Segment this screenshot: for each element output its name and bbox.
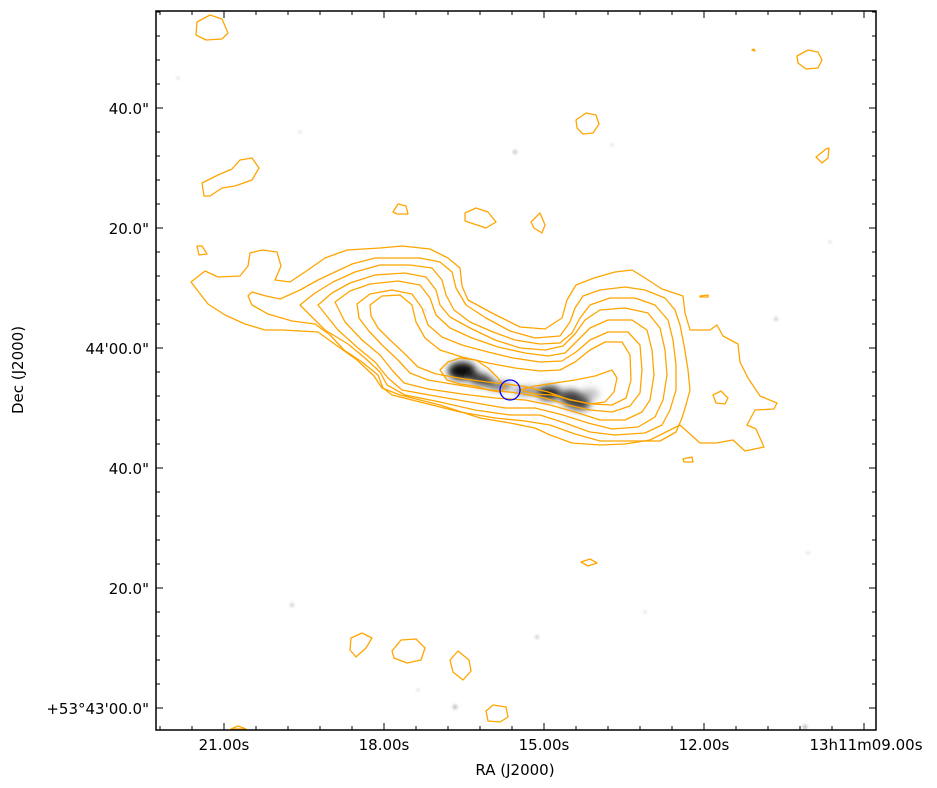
contour-island — [201, 157, 260, 197]
contour-island — [230, 725, 247, 730]
x-tick-label: 13h11m09.00s — [809, 736, 922, 754]
contour-island — [349, 632, 373, 658]
x-tick-labels: 21.00s 18.00s 15.00s 12.00s 13h11m09.00s — [199, 736, 923, 754]
contour-island — [682, 456, 694, 463]
contour-island — [580, 558, 598, 567]
contour-level-3 — [299, 264, 677, 436]
contour-island — [712, 390, 729, 405]
contour-inner-left — [439, 357, 506, 393]
contour-island — [449, 650, 472, 681]
contour-island — [699, 294, 709, 298]
x-axis-label: RA (J2000) — [475, 761, 554, 779]
y-tick-label: 40.0" — [109, 460, 149, 478]
y-tick-labels: 40.0" 20.0" 44'00.0" 40.0" 20.0" +53°43'… — [46, 100, 149, 718]
contour-level-5 — [334, 280, 655, 421]
x-tick-label: 12.00s — [679, 736, 730, 754]
y-tick-label: 20.0" — [109, 580, 149, 598]
contour-island — [815, 147, 830, 164]
contour-level-6 — [356, 289, 643, 413]
contour-island — [464, 207, 497, 229]
contour-island — [195, 14, 229, 41]
background-noise — [176, 76, 832, 730]
position-marker-circle — [499, 379, 521, 401]
x-tick-label: 15.00s — [519, 736, 570, 754]
contour-island — [575, 112, 600, 135]
contour-island — [392, 203, 409, 215]
contour-lines — [190, 14, 830, 730]
y-tick-label: 40.0" — [109, 100, 149, 118]
contour-level-2 — [247, 257, 691, 442]
contour-island — [391, 638, 426, 664]
x-tick-label: 21.00s — [199, 736, 250, 754]
contour-island — [485, 704, 509, 723]
x-tick-label: 18.00s — [359, 736, 410, 754]
y-axis-label: Dec (J2000) — [9, 326, 27, 414]
y-tick-label: +53°43'00.0" — [46, 700, 149, 718]
y-tick-label: 44'00.0" — [85, 340, 149, 358]
axis-ticks — [156, 11, 876, 730]
contour-inner-right — [519, 369, 618, 405]
contour-island — [796, 49, 823, 70]
y-tick-label: 20.0" — [109, 220, 149, 238]
contour-island — [530, 212, 546, 234]
contour-level-7 — [369, 294, 632, 406]
contour-island — [751, 48, 756, 52]
plot-frame — [155, 10, 877, 731]
contour-level-1 — [190, 245, 778, 452]
sky-image-panel — [176, 14, 832, 730]
contour-level-4 — [317, 272, 668, 430]
contour-island — [196, 245, 208, 256]
